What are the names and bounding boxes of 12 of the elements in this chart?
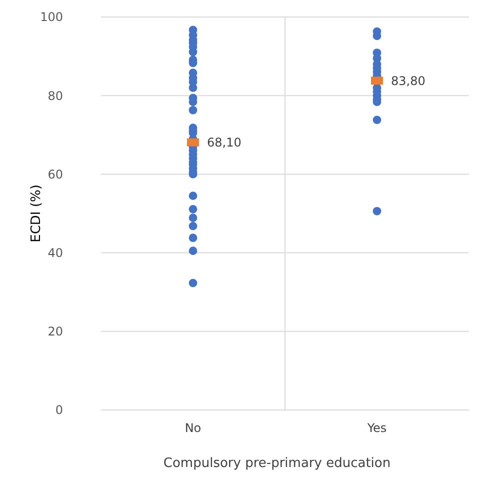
data-label: 68,10 — [207, 136, 242, 150]
y-tick-label: 100 — [40, 10, 63, 24]
y-tick-label: 60 — [48, 167, 63, 182]
x-tick-label: Yes — [366, 421, 387, 435]
y-tick-label: 80 — [48, 88, 63, 103]
y-axis-title: ECDI (%) — [29, 184, 44, 242]
data-label: 83,80 — [391, 74, 426, 88]
y-tick-label: 20 — [48, 324, 63, 339]
y-tick-label: 40 — [48, 246, 63, 260]
x-axis-title: Compulsory pre-primary education — [163, 456, 391, 471]
x-tick-label: No — [184, 421, 202, 435]
y-tick-label: 0 — [55, 403, 63, 418]
